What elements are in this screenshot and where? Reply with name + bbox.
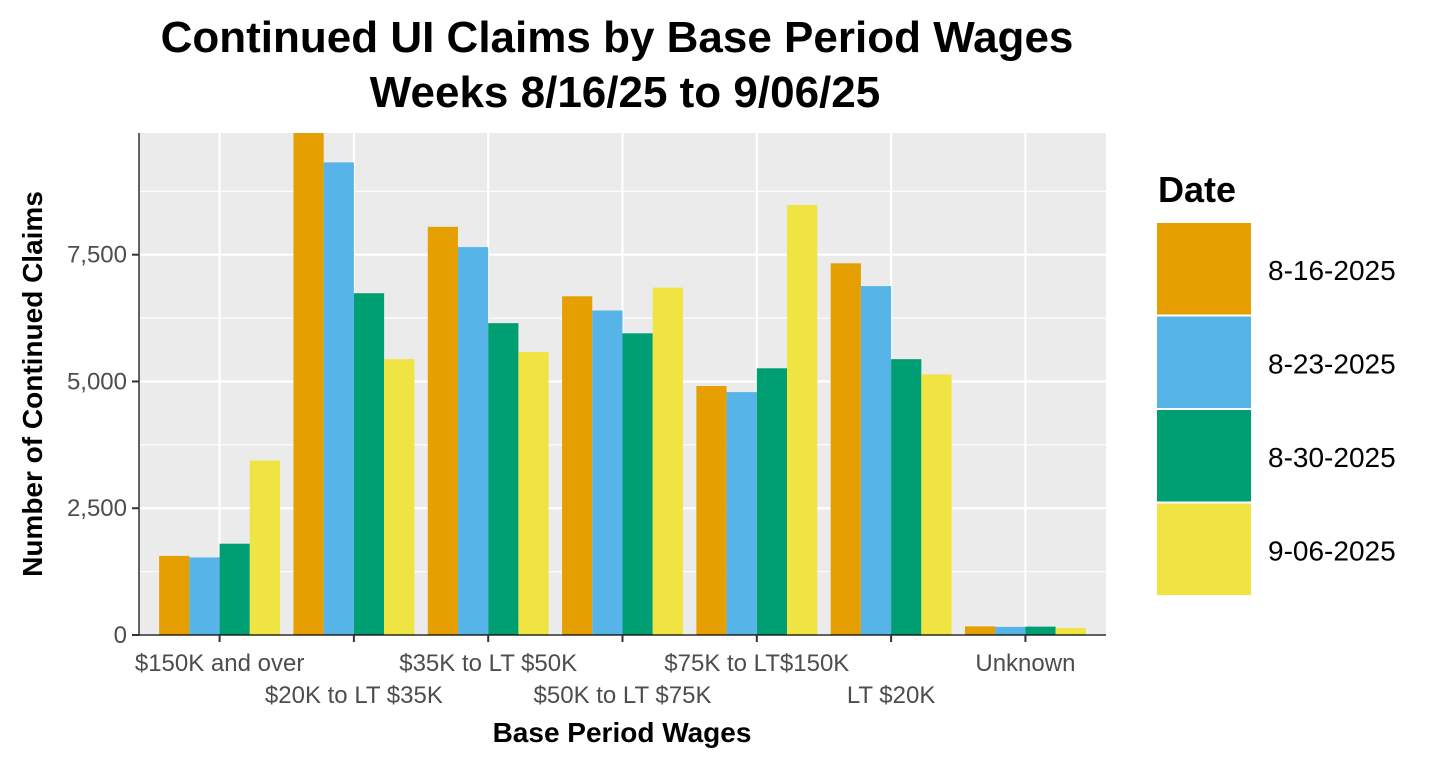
bar bbox=[860, 286, 892, 635]
bar bbox=[518, 352, 549, 635]
y-tick-label: 2,500 bbox=[67, 495, 127, 522]
bar bbox=[189, 557, 220, 635]
legend-label: 8-30-2025 bbox=[1268, 442, 1396, 473]
bar bbox=[219, 543, 250, 635]
bar bbox=[726, 392, 757, 635]
bar bbox=[562, 296, 593, 635]
x-tick-label: $50K to LT $75K bbox=[534, 682, 712, 709]
legend-label: 9-06-2025 bbox=[1268, 535, 1396, 566]
bar bbox=[384, 359, 415, 635]
bar bbox=[427, 226, 458, 635]
bar bbox=[756, 368, 788, 635]
bar bbox=[159, 555, 190, 635]
x-tick-label: $20K to LT $35K bbox=[265, 682, 443, 709]
bar bbox=[964, 626, 996, 635]
legend-title: Date bbox=[1158, 169, 1236, 210]
legend-key bbox=[1157, 410, 1251, 502]
legend: Date 8-16-2025 8-23-2025 8-30-2025 9-06-202… bbox=[1157, 169, 1396, 595]
chart-subtitle: Weeks 8/16/25 to 9/06/25 bbox=[370, 68, 880, 117]
y-tick-label: 0 bbox=[114, 622, 127, 649]
bar bbox=[891, 359, 922, 635]
x-tick-label: LT $20K bbox=[847, 682, 936, 709]
bar bbox=[921, 374, 952, 635]
bar bbox=[1055, 627, 1086, 635]
x-tick-labels: $150K and over $20K to LT $35K $35K to LT … bbox=[135, 650, 1076, 709]
axes bbox=[132, 133, 1106, 642]
y-axis-title: Number of Continued Claims bbox=[17, 191, 48, 577]
x-axis-title: Base Period Wages bbox=[493, 717, 752, 748]
y-tick-label: 7,500 bbox=[67, 242, 127, 269]
bar bbox=[830, 263, 861, 635]
bar bbox=[1025, 626, 1056, 635]
bar bbox=[293, 133, 324, 635]
bar bbox=[696, 386, 727, 635]
bar bbox=[787, 205, 818, 636]
legend-key bbox=[1157, 503, 1251, 595]
bar bbox=[995, 626, 1026, 635]
y-tick-label: 5,000 bbox=[67, 368, 127, 395]
y-tick-labels: 0 2,500 5,000 7,500 bbox=[67, 242, 127, 649]
bar bbox=[353, 293, 385, 635]
x-tick-label: $150K and over bbox=[135, 650, 304, 677]
bar bbox=[323, 162, 354, 635]
legend-label: 8-16-2025 bbox=[1268, 255, 1396, 286]
bar bbox=[622, 333, 653, 635]
chart-title: Continued UI Claims by Base Period Wages bbox=[161, 13, 1074, 62]
bar bbox=[457, 247, 489, 635]
legend-label: 8-23-2025 bbox=[1268, 348, 1396, 379]
bar bbox=[249, 460, 281, 635]
x-tick-label: Unknown bbox=[975, 650, 1075, 677]
bar bbox=[652, 287, 683, 635]
x-tick-label: $75K to LT$150K bbox=[664, 650, 849, 677]
legend-key bbox=[1157, 223, 1251, 315]
legend-key bbox=[1157, 316, 1251, 408]
bars bbox=[159, 133, 1086, 636]
bar bbox=[488, 323, 519, 635]
bar bbox=[592, 310, 623, 635]
x-tick-label: $35K to LT $50K bbox=[399, 650, 577, 677]
